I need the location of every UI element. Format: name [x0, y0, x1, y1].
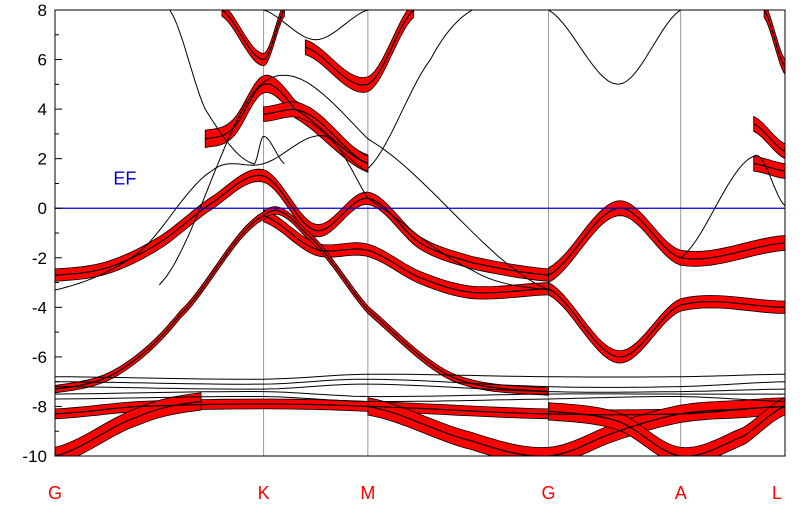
y-axis: 8 6 4 2 0 -2 -4 -6 -8 -10 [22, 1, 62, 466]
xtick-label-1: K [258, 483, 270, 503]
xtick-label-0: G [48, 483, 62, 503]
band-line-12 [548, 207, 785, 276]
band-line-18 [763, 10, 785, 68]
band-line-5 [205, 83, 369, 165]
band-line-20 [55, 378, 785, 388]
band-line-15 [680, 154, 785, 259]
ytick-label-2: 4 [38, 100, 47, 119]
ytick-label-7: -6 [32, 348, 47, 367]
xtick-label-3: G [541, 483, 555, 503]
fat-band-7 [304, 10, 415, 93]
band-lines [55, 10, 785, 456]
band-line-21 [55, 383, 785, 393]
ytick-label-9: -10 [22, 447, 47, 466]
xtick-label-2: M [360, 483, 375, 503]
xtick-label-4: A [675, 483, 687, 503]
band-line-17 [753, 123, 785, 152]
ytick-label-6: -4 [32, 298, 47, 317]
fat-band-2 [55, 206, 549, 396]
fat-band-27 [548, 397, 785, 456]
ytick-label-4: 0 [38, 199, 47, 218]
ytick-label-3: 2 [38, 150, 47, 169]
band-line-0 [55, 174, 549, 276]
ytick-label-5: -2 [32, 249, 47, 268]
band-line-27 [548, 405, 785, 456]
band-line-7 [305, 10, 415, 86]
band-line-11 [367, 10, 473, 169]
fat-band-6 [263, 101, 369, 172]
fermi-level-label: EF [113, 168, 136, 188]
fat-band-12 [548, 200, 785, 284]
band-line-22 [55, 390, 785, 398]
fat-band-18 [763, 10, 785, 76]
ytick-label-1: 6 [38, 51, 47, 70]
band-line-6 [263, 108, 369, 165]
band-line-4 [169, 10, 285, 165]
plot-area [55, 10, 785, 456]
band-line-9 [158, 74, 549, 291]
fat-band-5 [204, 74, 369, 173]
band-line-8 [221, 10, 285, 61]
band-line-25 [55, 400, 202, 456]
ytick-label-0: 8 [38, 1, 47, 20]
band-line-2 [55, 209, 549, 393]
band-line-13 [548, 288, 785, 358]
band-line-10 [263, 10, 369, 41]
ytick-label-8: -8 [32, 397, 47, 416]
band-line-23 [55, 396, 785, 402]
band-line-14 [548, 10, 682, 85]
band-line-19 [55, 373, 785, 380]
xtick-label-5: L [772, 483, 782, 503]
band-line-16 [753, 163, 785, 172]
band-line-26 [367, 405, 785, 456]
band-line-3 [55, 135, 549, 291]
band-line-1 [263, 215, 549, 294]
